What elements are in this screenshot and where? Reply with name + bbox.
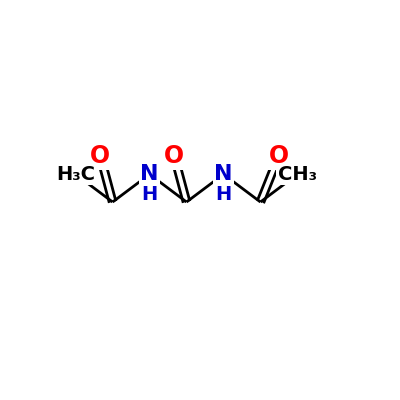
Text: H: H [215, 185, 232, 204]
Text: O: O [90, 144, 110, 168]
Text: N: N [140, 164, 159, 184]
Text: O: O [164, 144, 184, 168]
Text: O: O [269, 144, 289, 168]
Text: H: H [142, 185, 158, 204]
Text: N: N [214, 164, 233, 184]
Text: CH₃: CH₃ [278, 165, 317, 184]
Text: H₃C: H₃C [56, 165, 95, 184]
